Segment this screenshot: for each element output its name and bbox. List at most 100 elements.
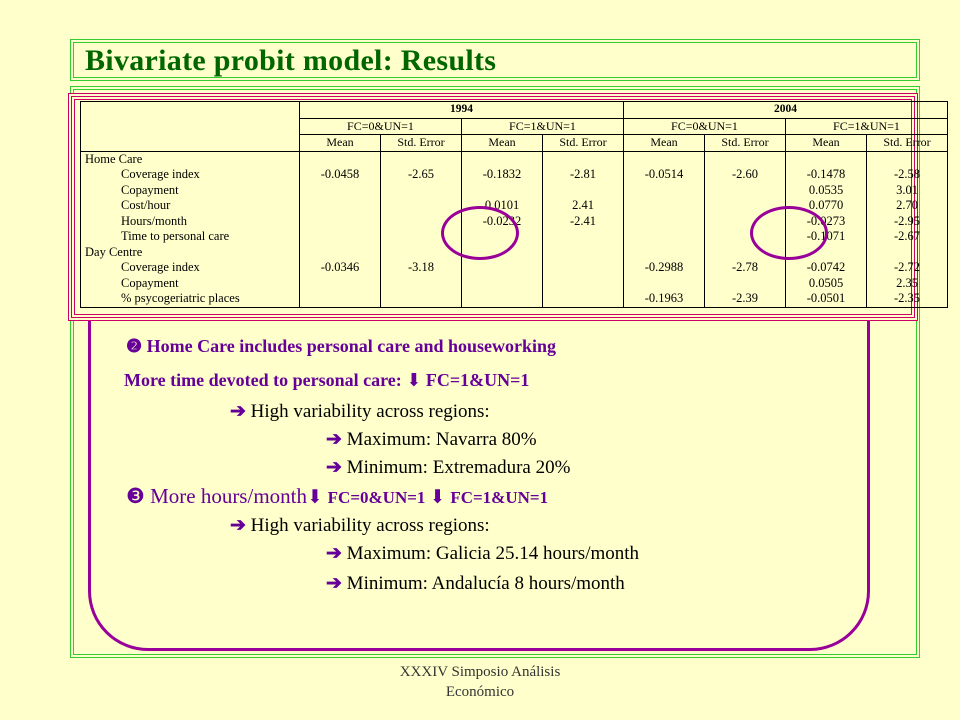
table-cell [461, 291, 543, 308]
table-cell: -2.58 [866, 167, 948, 183]
table-cell: -0.0742 [785, 260, 867, 276]
table-cell [461, 260, 543, 276]
column-header: Mean [299, 134, 381, 152]
bullet-3-model-a: FC=0&UN=1 [327, 488, 430, 507]
model-header: FC=0&UN=1 [623, 117, 786, 135]
sub-bullet-1-max-text: Maximum: Navarra 80% [346, 429, 537, 450]
table-cell [299, 291, 381, 308]
table-cell [542, 275, 624, 291]
table-cell [623, 275, 705, 291]
table-cell [623, 213, 705, 229]
sub-bullet-1-max: ➔ Maximum: Navarra 80% [326, 428, 537, 451]
table-model-row: FC=0&UN=1 FC=1&UN=1 FC=0&UN=1 FC=1&UN=1 [80, 117, 948, 135]
table-cell: -2.41 [542, 213, 624, 229]
title-box: Bivariate probit model: Results [70, 39, 920, 81]
down-arrow-icon: ⬇ [306, 487, 323, 508]
sub-bullet-2-text: High variability across regions: [250, 515, 490, 536]
table-cell [704, 198, 786, 214]
table-cell [623, 198, 705, 214]
bullet-3-text: More hours/month [144, 484, 307, 508]
model-header: FC=1&UN=1 [785, 117, 948, 135]
column-header: Std. Error [380, 134, 462, 152]
table-cell [461, 275, 543, 291]
table-subheader-row: Mean Std. Error Mean Std. Error Mean Std. Err… [80, 134, 948, 152]
row-label: Coverage index [80, 260, 300, 276]
table-cell: 2.70 [866, 198, 948, 214]
table-year-row: 1994 2004 [80, 101, 948, 118]
table-cell [299, 229, 381, 245]
table-cell [299, 182, 381, 198]
right-arrow-icon: ➔ [230, 515, 246, 536]
table-cell: 2.35 [866, 275, 948, 291]
table-cell [623, 151, 705, 167]
row-label: Time to personal care [80, 229, 300, 245]
table-cell [299, 213, 381, 229]
sub-bullet-2-max: ➔ Maximum: Galicia 25.14 hours/month [326, 542, 639, 565]
table-cell [380, 275, 462, 291]
row-group-label: Day Centre [80, 244, 300, 260]
table-cell [542, 151, 624, 167]
row-label: Hours/month [80, 213, 300, 229]
column-header: Mean [461, 134, 543, 152]
column-header: Mean [785, 134, 867, 152]
table-cell [542, 260, 624, 276]
table-row: Copayment 0.0505 2.35 [80, 275, 948, 291]
down-arrow-icon: ⬇ [429, 487, 446, 508]
row-label: Cost/hour [80, 198, 300, 214]
sub-bullet-2-max-text: Maximum: Galicia 25.14 hours/month [346, 543, 640, 564]
model-header: FC=1&UN=1 [461, 117, 624, 135]
year-header: 1994 [299, 101, 624, 118]
table-cell [380, 151, 462, 167]
table-cell [704, 151, 786, 167]
footer: XXXIV Simposio Análisis Económico [0, 662, 960, 702]
row-label: Copayment [80, 275, 300, 291]
bullet-2-text: Home Care includes personal care and hou… [142, 336, 556, 356]
table-cell: -2.78 [704, 260, 786, 276]
table-cell [299, 275, 381, 291]
table-cell: -2.39 [704, 291, 786, 308]
table-cell [623, 182, 705, 198]
table-cell [866, 151, 948, 167]
column-header: Std. Error [866, 134, 948, 152]
table-cell: -0.0458 [299, 167, 381, 183]
table-cell: -2.60 [704, 167, 786, 183]
table-cell [461, 151, 543, 167]
table-cell [623, 244, 705, 260]
content-frame [70, 86, 920, 658]
bullet-3: ❸ More hours/month⬇ FC=0&UN=1 ⬇ FC=1&UN=… [126, 484, 548, 509]
sub-bullet-2-min: ➔ Minimum: Andalucía 8 hours/month [326, 572, 625, 595]
column-header: Mean [623, 134, 705, 152]
table-cell: -0.1478 [785, 167, 867, 183]
bullet-3-model-b: FC=1&UN=1 [450, 488, 549, 507]
row-label: Copayment [80, 182, 300, 198]
table-cell: -2.95 [866, 213, 948, 229]
table-cell: 3.01 [866, 182, 948, 198]
table-cell [299, 244, 381, 260]
table-cell: -3.18 [380, 260, 462, 276]
table-cell [380, 198, 462, 214]
bullet-2-line2-model: FC=1&UN=1 [425, 370, 530, 390]
table-cell [785, 151, 867, 167]
row-label: Coverage index [80, 167, 300, 183]
row-label: % psycogeriatric places [80, 291, 300, 308]
table-row: Copayment 0.0535 3.01 [80, 182, 948, 198]
right-arrow-icon: ➔ [326, 573, 342, 594]
table-cell [299, 151, 381, 167]
table-cell: -2.65 [380, 167, 462, 183]
table-cell: 2.41 [542, 198, 624, 214]
sub-bullet-1-text: High variability across regions: [250, 401, 490, 422]
slide-title: Bivariate probit model: Results [85, 44, 497, 77]
bullet-2-line2: More time devoted to personal care: ⬇ FC… [124, 370, 529, 391]
sub-bullet-2-min-text: Minimum: Andalucía 8 hours/month [346, 573, 625, 594]
highlight-circle-1994 [441, 206, 519, 260]
table-corner [80, 134, 300, 152]
table-corner [80, 101, 300, 118]
table-cell: -0.1832 [461, 167, 543, 183]
column-header: Std. Error [704, 134, 786, 152]
highlight-circle-2004 [750, 206, 828, 260]
table-cell [704, 275, 786, 291]
bullet-3-icon: ❸ [126, 484, 145, 508]
sub-bullet-1: ➔ High variability across regions: [230, 400, 490, 423]
table-cell [542, 244, 624, 260]
table-cell [299, 198, 381, 214]
